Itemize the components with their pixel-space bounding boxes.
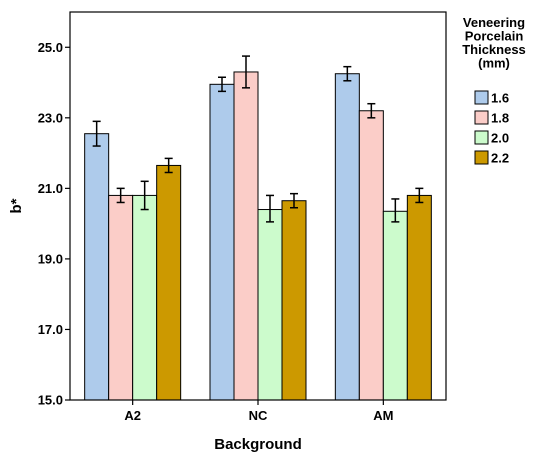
- bar: [233, 71, 259, 401]
- bar: [132, 194, 158, 401]
- bars: [84, 71, 432, 401]
- bar: [209, 83, 235, 401]
- y-tick-label: 23.0: [38, 110, 63, 125]
- y-tick-label: 15.0: [38, 393, 63, 408]
- legend: Veneering Porcelain Thickness (mm) 1.6 1.…: [462, 15, 526, 166]
- error-bars: [92, 55, 424, 223]
- bar: [406, 194, 432, 401]
- y-tick-label: 17.0: [38, 322, 63, 337]
- legend-title-line-3: Thickness: [462, 42, 526, 57]
- x-axis-title: Background: [214, 436, 302, 453]
- y-tick-label: 21.0: [38, 181, 63, 196]
- legend-label: 1.6: [491, 91, 509, 106]
- y-tick-label: 25.0: [38, 40, 63, 55]
- x-ticks: A2 NC AM: [124, 400, 393, 423]
- y-axis-title: b*: [8, 198, 25, 213]
- x-tick-label: NC: [249, 408, 268, 423]
- legend-label: 2.2: [491, 151, 509, 166]
- bar: [156, 164, 182, 401]
- legend-swatch: [474, 130, 489, 145]
- legend-title-line-2: Porcelain: [465, 29, 524, 44]
- legend-label: 1.8: [491, 111, 509, 126]
- bar: [257, 209, 283, 401]
- bar: [108, 194, 134, 401]
- x-tick-label: A2: [124, 408, 141, 423]
- legend-swatch: [474, 150, 489, 165]
- legend-title-line-4: (mm): [478, 56, 510, 71]
- legend-swatch: [474, 110, 489, 125]
- bar: [281, 200, 307, 401]
- legend-swatch: [474, 90, 489, 105]
- y-tick-label: 19.0: [38, 251, 63, 266]
- legend-label: 2.0: [491, 131, 509, 146]
- legend-title-line-1: Veneering: [463, 15, 525, 30]
- y-ticks: 15.0 17.0 19.0 21.0 23.0 25.0: [38, 40, 70, 408]
- bar: [84, 133, 110, 401]
- bar: [358, 110, 384, 401]
- bar: [334, 73, 360, 401]
- bar: [382, 210, 408, 401]
- x-tick-label: AM: [373, 408, 393, 423]
